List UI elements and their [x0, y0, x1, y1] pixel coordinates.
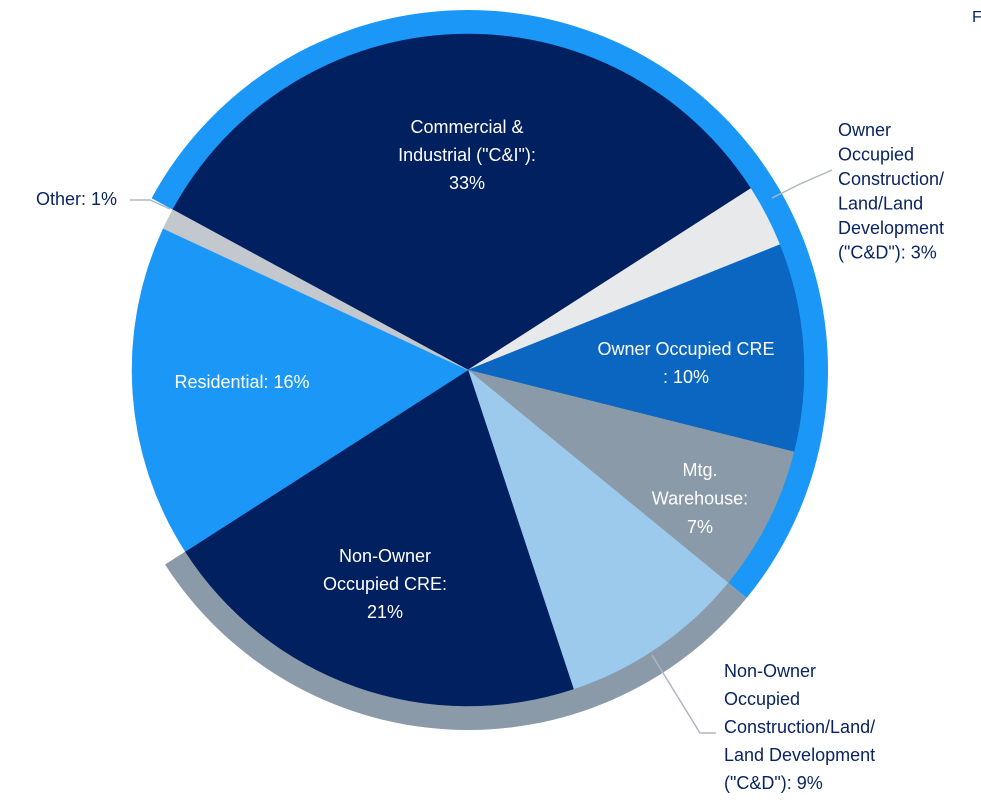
- corner-text: F: [972, 9, 981, 26]
- slice-label: Occupied: [838, 144, 914, 164]
- pie-slice: [467, 369, 795, 584]
- slice-label: Non-Owner: [339, 546, 431, 566]
- pie-slice: [162, 209, 469, 371]
- slice-label: ("C&D"): 9%: [724, 773, 823, 793]
- slice-label: 21%: [367, 602, 403, 622]
- slice-label: Commercial &: [410, 117, 523, 137]
- slice-label: : 10%: [663, 367, 709, 387]
- slice-label: Land Development: [724, 745, 875, 765]
- slice-label: Warehouse:: [652, 488, 748, 508]
- slice-label: Other: 1%: [36, 189, 117, 209]
- leader-line: [771, 169, 833, 199]
- slice-label: Non-Owner: [724, 661, 816, 681]
- group-ring: [165, 550, 747, 730]
- pie-slice: [467, 244, 805, 453]
- leader-line: [651, 654, 716, 734]
- slice-label: ("C&D"): 3%: [838, 242, 937, 262]
- pie-slice: [467, 369, 729, 690]
- slice-label: Construction/Land/: [724, 717, 875, 737]
- leader-line: [130, 199, 171, 210]
- slice-label: Owner Occupied CRE: [597, 339, 774, 359]
- slice-label: Industrial ("C&I"):: [398, 145, 536, 165]
- slice-label: Owner: [838, 120, 891, 140]
- slice-label: Occupied: [724, 689, 800, 709]
- slice-label: Construction/: [838, 169, 944, 189]
- slice-label: Occupied CRE:: [323, 574, 447, 594]
- slice-label: 33%: [449, 173, 485, 193]
- slice-label: 7%: [687, 517, 713, 537]
- slice-label: Mtg.: [682, 460, 717, 480]
- slice-label: Development: [838, 218, 944, 238]
- slice-group: [131, 33, 805, 707]
- pie-slice: [172, 33, 752, 371]
- group-ring: [151, 9, 828, 599]
- slice-label: Land/Land: [838, 193, 923, 213]
- slice-label: Residential: 16%: [174, 372, 309, 392]
- ring-group: [151, 9, 828, 730]
- pie-slice: [184, 369, 574, 707]
- label-group: Commercial & Industrial ("C&I"): 33% Owner O…: [36, 117, 944, 793]
- pie-slice: [131, 228, 469, 552]
